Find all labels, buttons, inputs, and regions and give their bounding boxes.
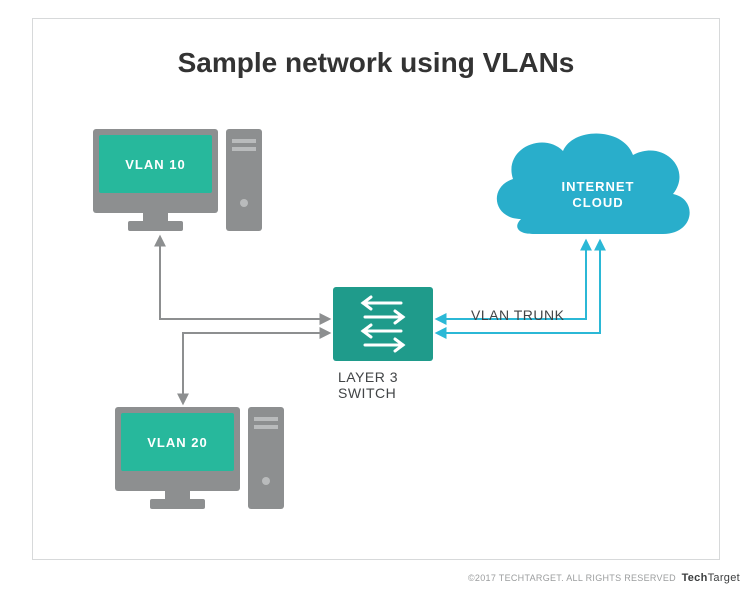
layer3-switch-icon <box>333 287 433 361</box>
canvas: Sample network using VLANs <box>0 0 750 590</box>
cloud-label: INTERNET CLOUD <box>538 179 658 212</box>
pc-vlan10: VLAN 10 <box>93 129 273 239</box>
monitor-base <box>150 499 205 509</box>
tower-icon <box>226 129 262 231</box>
monitor-screen-label: VLAN 20 <box>121 413 234 471</box>
monitor-base <box>128 221 183 231</box>
copyright-text: ©2017 TECHTARGET. ALL RIGHTS RESERVED <box>468 573 676 583</box>
brand-logo: TechTarget <box>682 572 740 584</box>
pc-vlan20: VLAN 20 <box>115 407 295 517</box>
footer: ©2017 TECHTARGET. ALL RIGHTS RESERVED Te… <box>468 572 740 584</box>
monitor-icon: VLAN 10 <box>93 129 218 213</box>
monitor-stand <box>143 213 168 221</box>
diagram-title: Sample network using VLANs <box>33 47 719 79</box>
tower-icon <box>248 407 284 509</box>
trunk-label: VLAN TRUNK <box>471 307 564 323</box>
cloud-label-text: INTERNET CLOUD <box>562 179 635 210</box>
edge-pc-bottom-to-switch <box>183 333 329 403</box>
switch-label: LAYER 3 SWITCH <box>338 369 478 401</box>
edge-pc-top-to-switch <box>160 237 329 319</box>
monitor-stand <box>165 491 190 499</box>
diagram-panel: Sample network using VLANs <box>32 18 720 560</box>
monitor-icon: VLAN 20 <box>115 407 240 491</box>
monitor-screen-label: VLAN 10 <box>99 135 212 193</box>
